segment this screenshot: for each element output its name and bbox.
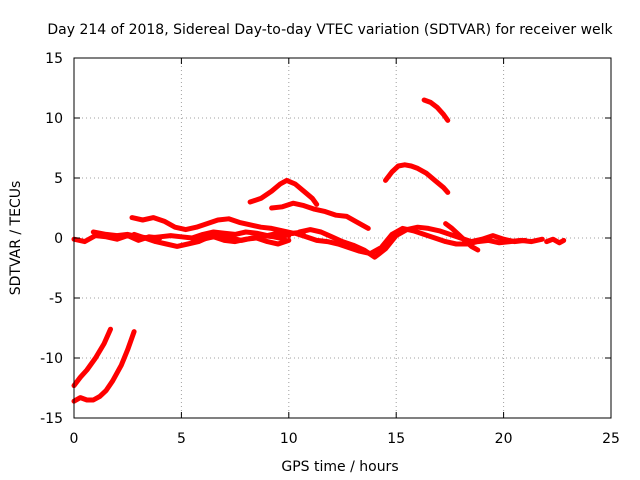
y-tick-label: 10 bbox=[45, 111, 63, 127]
series-line-arc-n bbox=[443, 221, 481, 253]
y-tick-label: 15 bbox=[45, 51, 63, 67]
ticks: 0 5 10 15 20 25 -15 -10 -5 0 5 10 15 bbox=[40, 51, 620, 447]
x-tick-label: 0 bbox=[70, 431, 79, 447]
x-tick-label: 15 bbox=[387, 431, 405, 447]
series-line-arc-m bbox=[421, 97, 451, 123]
chart-title: Day 214 of 2018, Sidereal Day-to-day VTE… bbox=[47, 22, 613, 38]
y-tick-label: -10 bbox=[40, 351, 63, 367]
y-tick-label: 5 bbox=[54, 171, 63, 187]
series-line-arc-g bbox=[189, 234, 292, 247]
y-tick-label: 0 bbox=[54, 231, 63, 247]
series-line-arc-e bbox=[129, 215, 307, 236]
x-tick-label: 5 bbox=[177, 431, 186, 447]
series-line-arc-b bbox=[71, 329, 137, 404]
series-line-arc-k bbox=[297, 224, 528, 260]
x-axis-label: GPS time / hours bbox=[281, 459, 398, 475]
series-line-arc-a bbox=[71, 326, 113, 389]
x-tick-label: 25 bbox=[602, 431, 620, 447]
x-tick-label: 20 bbox=[495, 431, 513, 447]
y-tick-label: -15 bbox=[40, 411, 63, 427]
y-tick-label: -5 bbox=[49, 291, 63, 307]
series-line-arc-h bbox=[247, 177, 320, 207]
series-line-arc-d bbox=[90, 229, 292, 241]
series-layer bbox=[71, 97, 567, 404]
series-line-arc-j bbox=[282, 225, 545, 257]
series-line-arc-o bbox=[544, 236, 567, 246]
y-axis-label: SDTVAR / TECUs bbox=[8, 181, 24, 296]
x-tick-label: 10 bbox=[280, 431, 298, 447]
series-line-arc-l bbox=[383, 162, 451, 195]
series-line-arc-i bbox=[269, 200, 371, 231]
